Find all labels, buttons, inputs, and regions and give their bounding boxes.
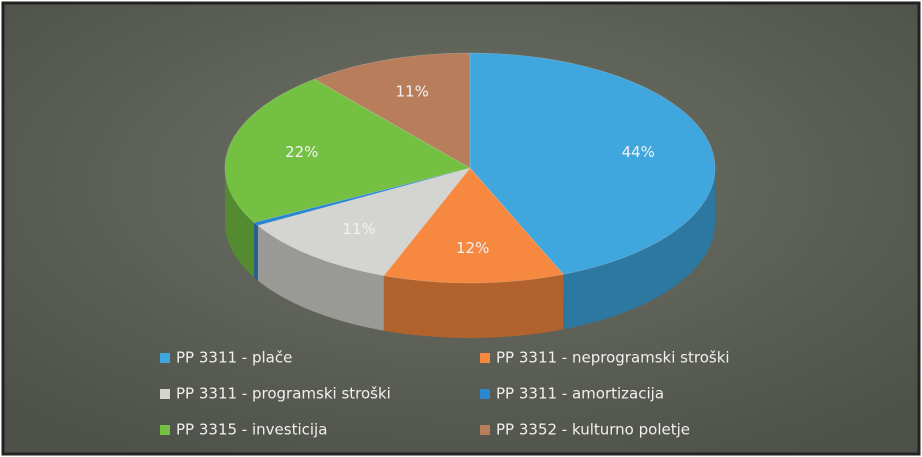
- slice: [469, 52, 716, 275]
- legend-swatch: [480, 353, 490, 363]
- legend-swatch: [160, 353, 170, 363]
- data-label: 12%: [456, 239, 489, 257]
- slice-side: [383, 274, 564, 338]
- legend-label: PP 3352 - kulturno poletje: [496, 421, 690, 439]
- legend-label: PP 3311 - plače: [176, 349, 292, 367]
- legend-swatch: [160, 389, 170, 399]
- legend-swatch: [480, 389, 490, 399]
- slice: [383, 167, 564, 284]
- slice: [224, 78, 471, 223]
- legend-label: PP 3311 - amortizacija: [496, 385, 664, 403]
- data-label: 22%: [285, 143, 318, 161]
- data-label: 44%: [622, 143, 655, 161]
- slice-side: [254, 222, 258, 281]
- legend-label: PP 3315 - investicija: [176, 421, 327, 439]
- slice: [257, 167, 471, 276]
- slice-side: [563, 168, 715, 330]
- data-label: 11%: [342, 220, 375, 238]
- legend-swatch: [160, 425, 170, 435]
- legend-label: PP 3311 - programski stroški: [176, 385, 391, 403]
- data-label: 11%: [396, 83, 429, 101]
- slice-side: [257, 225, 384, 331]
- legend-label: PP 3311 - neprogramski stroški: [496, 349, 730, 367]
- slice-side: [225, 168, 255, 278]
- slice: [313, 52, 471, 169]
- legend-swatch: [480, 425, 490, 435]
